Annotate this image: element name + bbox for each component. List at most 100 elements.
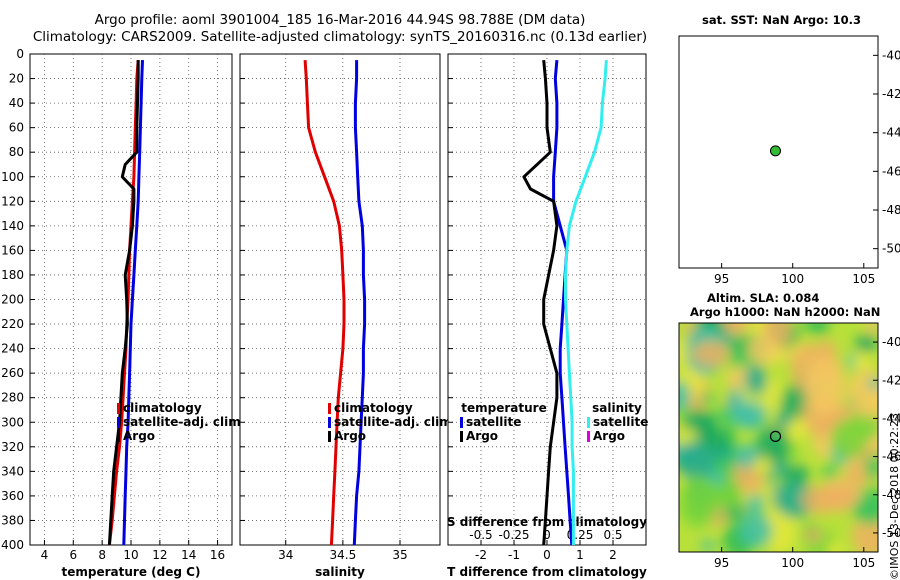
map-y-tick-label: -40 <box>882 48 900 62</box>
figure-title-line2: Climatology: CARS2009. Satellite-adjuste… <box>32 29 648 45</box>
x-tick-label: -1 <box>508 548 520 562</box>
map-x-tick-label: 105 <box>852 272 875 286</box>
heatmap-cell <box>821 464 839 481</box>
plot-frame-salinity <box>239 53 441 546</box>
map-y-tick-label: -42 <box>882 87 900 101</box>
heatmap-cell <box>855 334 878 353</box>
heatmap-cell <box>747 334 778 365</box>
map-panel-sla_map: 95 100 105 -40 -42 -44 -46 -48 -50 <box>678 322 900 570</box>
y-tick-label: 340 <box>1 464 24 478</box>
x-tick-label: 35 <box>392 548 407 562</box>
heatmap-cell <box>679 474 720 528</box>
series-line-s-satellite <box>564 59 608 545</box>
legend-swatch <box>328 417 331 428</box>
heatmap-cell <box>736 443 759 469</box>
x-tick-label: 12 <box>152 548 167 562</box>
legend-label: satellite-adj. clim. <box>334 415 456 429</box>
x-tick-label: 10 <box>123 548 138 562</box>
map-x-tick-label: 100 <box>781 556 804 570</box>
legend-label: Argo <box>466 429 498 443</box>
heatmap-blobs <box>679 323 878 552</box>
legend-label: satellite <box>466 415 521 429</box>
y-tick-label: 60 <box>9 121 24 135</box>
map-y-tick-label: -50 <box>882 242 900 256</box>
heatmap-cell <box>738 513 773 548</box>
argo-position-marker <box>769 145 781 157</box>
heatmap-cell <box>726 450 739 467</box>
heatmap-cell <box>830 418 869 460</box>
map-frame <box>678 322 879 553</box>
figure-title-line1: Argo profile: aoml 3901004_185 16-Mar-20… <box>94 12 586 28</box>
map-y-tick-label: -46 <box>882 450 900 464</box>
heatmap-cell <box>700 540 716 552</box>
x-tick-label: 16 <box>210 548 225 562</box>
x-axis-label: salinity <box>315 565 365 579</box>
heatmap-cell <box>752 457 774 474</box>
legend-label: Argo <box>334 429 366 443</box>
heatmap-cell <box>711 457 728 473</box>
legend-swatch <box>460 417 463 428</box>
heatmap-cell <box>733 401 767 430</box>
x-tick-label: 6 <box>69 548 77 562</box>
series-line-t-satellite <box>552 59 574 546</box>
panel-temperature: 4 6 8 10 12 14 1602040608010012014016018020022… <box>1 47 245 579</box>
map-y-tick-label: -44 <box>882 411 900 425</box>
map-y-tick-label: -48 <box>882 488 900 502</box>
heatmap-cell <box>781 464 810 485</box>
heatmap-cell <box>867 377 878 390</box>
series-line-argo-temperature <box>107 60 140 546</box>
heatmap-cell <box>721 425 736 442</box>
sst-panel-title: sat. SST: NaN Argo: 10.3 <box>702 13 862 27</box>
heatmap-cell <box>679 441 715 481</box>
series-line-t-argo <box>522 59 559 546</box>
legend-swatch <box>117 417 120 428</box>
y-tick-label: 160 <box>1 243 24 257</box>
x-tick-label: 1 <box>576 548 584 562</box>
heatmap-cell <box>700 392 717 405</box>
y-tick-label: 120 <box>1 194 24 208</box>
x-tick-label: 14 <box>181 548 196 562</box>
map-x-tick-label: 95 <box>714 556 729 570</box>
y-tick-label: 260 <box>1 366 24 380</box>
s-tick-label: 0 <box>543 528 551 542</box>
heatmap-field <box>679 323 878 552</box>
x-axis-label: T difference from climatology <box>447 565 647 579</box>
legend-swatch <box>117 403 120 414</box>
heatmap-cell <box>722 323 749 336</box>
series-line-satellite-salinity <box>352 60 367 546</box>
panel-difference: -2 -1 0 1 2 T difference from climatology -0.5… <box>447 53 648 579</box>
y-tick-label: 380 <box>1 513 24 527</box>
legend-label: climatology <box>334 401 413 415</box>
y-tick-label: 180 <box>1 268 24 282</box>
s-tick-label: -0.25 <box>498 528 529 542</box>
heatmap-cell <box>773 481 817 519</box>
legend-swatch <box>117 431 120 442</box>
heatmap-cell <box>745 365 768 396</box>
s-axis-label: S difference from climatology <box>447 515 647 529</box>
heatmap-cell <box>866 323 878 335</box>
map-panel-sst_map: 95 100 105 -40 -42 -44 -46 -48 -50 <box>678 35 900 286</box>
x-tick-label: 8 <box>98 548 106 562</box>
legend-label: climatology <box>123 401 202 415</box>
x-axis-label: temperature (deg C) <box>62 565 201 579</box>
series-line-satellite-temperature <box>122 60 144 546</box>
heatmap-cell <box>755 425 790 467</box>
y-tick-label: 220 <box>1 317 24 331</box>
legend-swatch <box>328 403 331 414</box>
heatmap-cell <box>679 427 698 447</box>
x-tick-label: -2 <box>475 548 487 562</box>
x-tick-label: 2 <box>609 548 617 562</box>
map-y-tick-label: -46 <box>882 164 900 178</box>
heatmap-cell <box>802 323 816 331</box>
y-tick-label: 280 <box>1 391 24 405</box>
y-tick-label: 320 <box>1 440 24 454</box>
x-tick-label: 34.5 <box>329 548 356 562</box>
heatmap-cell <box>827 542 844 552</box>
y-tick-label: 360 <box>1 489 24 503</box>
series-line-climatology-salinity <box>303 60 346 546</box>
heatmap-cell <box>803 357 846 415</box>
legend-label: Argo <box>123 429 155 443</box>
y-tick-label: 80 <box>9 145 24 159</box>
y-tick-label: 300 <box>1 415 24 429</box>
